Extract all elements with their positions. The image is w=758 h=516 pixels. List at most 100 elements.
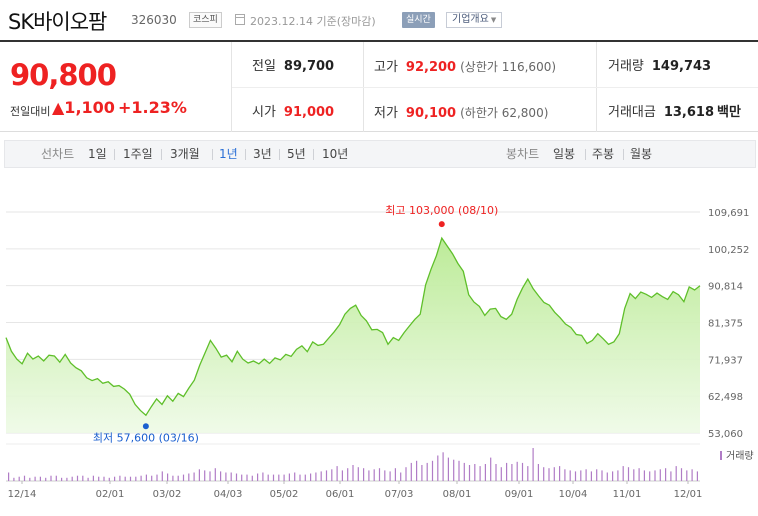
volume-bar: [304, 474, 306, 481]
volume-bar: [601, 470, 603, 481]
y-tick-label: 71,937: [708, 355, 743, 366]
volume-bar: [649, 471, 651, 481]
prev-close: 전일 89,700: [252, 57, 334, 77]
stock-code: 326030: [131, 13, 177, 27]
volume-bar: [325, 470, 328, 481]
volume-bar: [516, 461, 518, 481]
candle-daily[interactable]: 일봉: [553, 147, 576, 161]
volume-bar: [151, 475, 153, 481]
y-tick-label: 62,498: [708, 392, 743, 403]
x-tick-label: 03/02: [153, 489, 182, 500]
x-tick-label: 04/03: [214, 489, 243, 500]
volume-bar: [368, 470, 370, 481]
price-chart: 109,691 100,252 90,814 81,375 71,937 62,498 53…: [5, 204, 754, 500]
period-5y[interactable]: 5년: [287, 147, 306, 161]
volume-bar: [564, 469, 566, 481]
volume-bar: [617, 470, 619, 481]
volume-bar: [622, 466, 624, 481]
volume-bar: [490, 457, 492, 481]
volume-bar: [288, 473, 290, 481]
volume-bar: [484, 464, 486, 481]
volume-bar: [13, 477, 15, 481]
volume-bar: [262, 472, 264, 481]
volume-bar: [82, 475, 84, 481]
volume-bar: [378, 468, 381, 481]
volume-bar: [574, 471, 577, 481]
period-1y[interactable]: 1년: [219, 147, 238, 161]
volume-bar: [108, 477, 110, 481]
period-1w[interactable]: 1주일: [123, 147, 153, 161]
volume-bar: [606, 472, 608, 481]
volume-bar: [548, 468, 550, 481]
volume-bar: [135, 476, 137, 481]
volume-bar: [182, 474, 185, 481]
divider: [313, 149, 314, 160]
y-tick-label: 100,252: [708, 245, 749, 256]
volume-bar: [294, 472, 296, 481]
period-1d[interactable]: 1일: [88, 147, 107, 161]
y-axis-labels: 109,691 100,252 90,814 81,375 71,937 62,498 53…: [708, 208, 749, 440]
line-chart-label: 선차트: [41, 147, 75, 161]
low-price: 저가 90,100 (하한가 62,800): [374, 103, 548, 123]
volume-bar: [161, 471, 163, 481]
volume-bar: [336, 466, 338, 481]
high-price: 고가 92,200 (상한가 116,600): [374, 57, 556, 77]
volume-bar: [495, 464, 497, 481]
volume-bar: [474, 464, 476, 481]
volume-bar: [527, 466, 529, 481]
y-tick-label: 53,060: [708, 429, 743, 440]
divider: [212, 149, 213, 160]
candle-monthly[interactable]: 월봉: [630, 147, 653, 161]
volume-bar: [532, 448, 534, 481]
volume-bar: [315, 472, 317, 481]
candle-weekly[interactable]: 주봉: [592, 147, 615, 161]
volume-legend-swatch: [720, 451, 722, 460]
volume-bar: [92, 475, 94, 481]
date-text: 2023.12.14 기준(장마감): [250, 15, 376, 28]
volume-bar: [437, 455, 439, 481]
volume-bar: [521, 462, 524, 481]
prev-close-value: 89,700: [283, 59, 335, 74]
volume-bar: [257, 473, 259, 481]
period-3y[interactable]: 3년: [253, 147, 272, 161]
lower-limit: (하한가 62,800): [460, 106, 549, 120]
volume-bar: [34, 476, 36, 481]
volume-bar: [537, 464, 539, 481]
divider: [623, 149, 624, 160]
period-3m[interactable]: 3개월: [170, 147, 200, 161]
stock-header: SK바이오팜 326030 코스피 2023.12.14 기준(장마감) 실시간…: [0, 0, 758, 40]
x-tick-label: 10/04: [559, 489, 588, 500]
divider: [114, 149, 115, 160]
volume-bar: [665, 468, 667, 481]
volume-bar: [87, 477, 89, 481]
volume-bar: [357, 467, 359, 481]
volume-bar: [272, 474, 275, 481]
volume-bar: [124, 476, 126, 481]
market-badge: 코스피: [189, 12, 222, 28]
volume-bar: [283, 474, 285, 481]
volume-bar: [39, 476, 41, 481]
volume-bar: [394, 468, 396, 481]
volume-bar: [585, 469, 587, 481]
volume-bar: [188, 473, 190, 481]
volume-bar: [696, 471, 698, 481]
volume-bar: [320, 471, 322, 481]
price-line: [5, 236, 701, 417]
period-10y[interactable]: 10년: [322, 147, 349, 161]
amount-label: 거래대금: [608, 105, 656, 120]
volume-bar: [468, 465, 471, 481]
volume-bar: [209, 471, 211, 481]
x-tick-label: 12/01: [674, 489, 703, 500]
open-price: 시가 91,000: [252, 103, 334, 123]
realtime-button[interactable]: 실시간: [402, 12, 435, 28]
volume-bar: [659, 469, 661, 481]
company-info-button[interactable]: 기업개요 ▼: [446, 12, 503, 28]
volume-bars: [6, 443, 700, 482]
volume-bar: [596, 469, 598, 481]
volume-bar: [426, 462, 428, 481]
price-box: 90,800 전일대비 ▲1,100 +1.23%: [0, 42, 232, 132]
stock-name: SK바이오팜: [8, 10, 107, 34]
volume-bar: [680, 468, 683, 481]
x-axis-labels: 12/14 02/01 03/02 04/03 05/02 06/01 07/03 08/01…: [8, 481, 703, 500]
divider: [585, 149, 586, 160]
